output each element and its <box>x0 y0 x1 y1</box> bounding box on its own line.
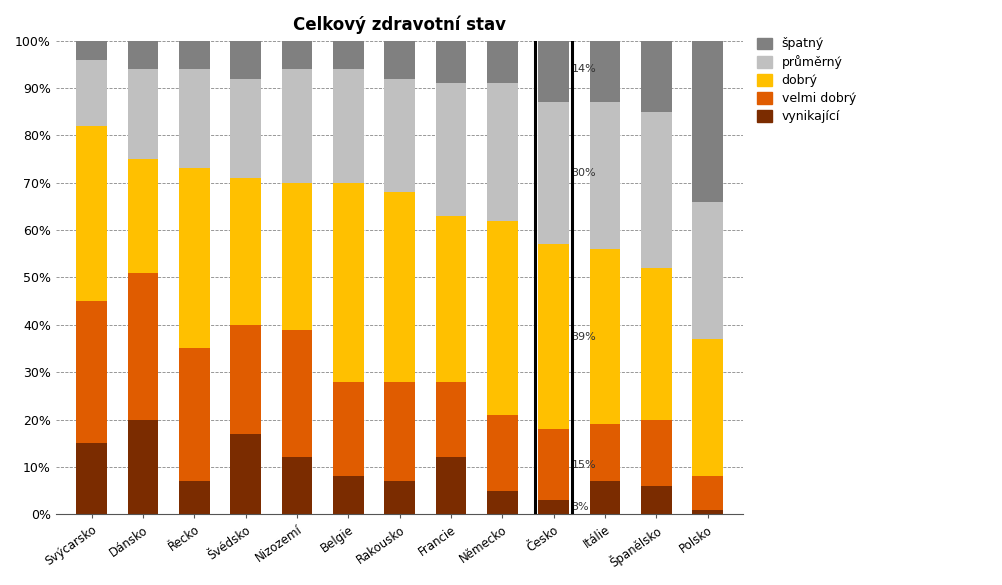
Bar <box>76 301 107 443</box>
Title: Celkový zdravotní stav: Celkový zdravotní stav <box>294 15 506 33</box>
Bar <box>692 476 723 510</box>
Bar <box>384 40 415 78</box>
Bar <box>384 381 415 481</box>
Bar <box>641 268 671 419</box>
Bar <box>589 249 620 424</box>
Bar <box>127 419 158 514</box>
Bar <box>641 112 671 268</box>
Bar <box>179 40 209 69</box>
Bar <box>436 40 466 83</box>
Bar <box>282 183 313 329</box>
Bar <box>179 69 209 168</box>
Bar <box>230 325 262 433</box>
Text: 39%: 39% <box>571 332 596 342</box>
Bar <box>179 481 209 514</box>
Bar <box>127 273 158 419</box>
Bar <box>641 419 671 486</box>
Bar <box>487 221 518 415</box>
Bar <box>487 415 518 491</box>
Bar <box>282 329 313 457</box>
Bar <box>641 40 671 112</box>
Legend: špatný, průměrný, dobrý, velmi dobrý, vynikající: špatný, průměrný, dobrý, velmi dobrý, vy… <box>757 37 856 123</box>
Bar <box>76 126 107 301</box>
Bar <box>589 40 620 102</box>
Bar <box>230 78 262 178</box>
Bar <box>487 83 518 221</box>
Bar <box>230 178 262 325</box>
Bar <box>76 443 107 514</box>
Bar <box>127 159 158 273</box>
Bar <box>641 486 671 514</box>
Bar <box>487 40 518 83</box>
Bar <box>230 433 262 514</box>
Bar <box>333 40 364 69</box>
Bar <box>538 245 569 429</box>
Bar <box>179 349 209 481</box>
Bar <box>538 500 569 514</box>
Bar <box>127 69 158 159</box>
Bar <box>538 36 569 102</box>
Bar <box>589 424 620 481</box>
Bar <box>384 78 415 192</box>
Bar <box>333 476 364 514</box>
Bar <box>333 69 364 183</box>
Bar <box>589 102 620 249</box>
Text: 15%: 15% <box>571 460 596 470</box>
Bar <box>282 69 313 183</box>
Text: 3%: 3% <box>571 502 589 512</box>
Bar <box>282 457 313 514</box>
Bar <box>384 192 415 381</box>
Text: 14%: 14% <box>571 64 596 74</box>
Bar <box>282 40 313 69</box>
Bar <box>589 481 620 514</box>
Bar <box>179 168 209 349</box>
Bar <box>436 216 466 381</box>
Bar <box>230 40 262 78</box>
Bar <box>76 40 107 60</box>
Bar <box>692 40 723 202</box>
Bar <box>333 381 364 476</box>
Bar <box>436 457 466 514</box>
Bar <box>692 202 723 339</box>
Bar <box>692 339 723 476</box>
Bar <box>127 40 158 69</box>
Text: 30%: 30% <box>571 168 596 178</box>
Bar <box>76 60 107 126</box>
Bar <box>436 83 466 216</box>
Bar <box>436 381 466 457</box>
Bar <box>538 429 569 500</box>
Bar <box>692 510 723 514</box>
Bar <box>538 102 569 245</box>
Bar <box>487 491 518 514</box>
Bar <box>384 481 415 514</box>
Bar <box>333 183 364 381</box>
